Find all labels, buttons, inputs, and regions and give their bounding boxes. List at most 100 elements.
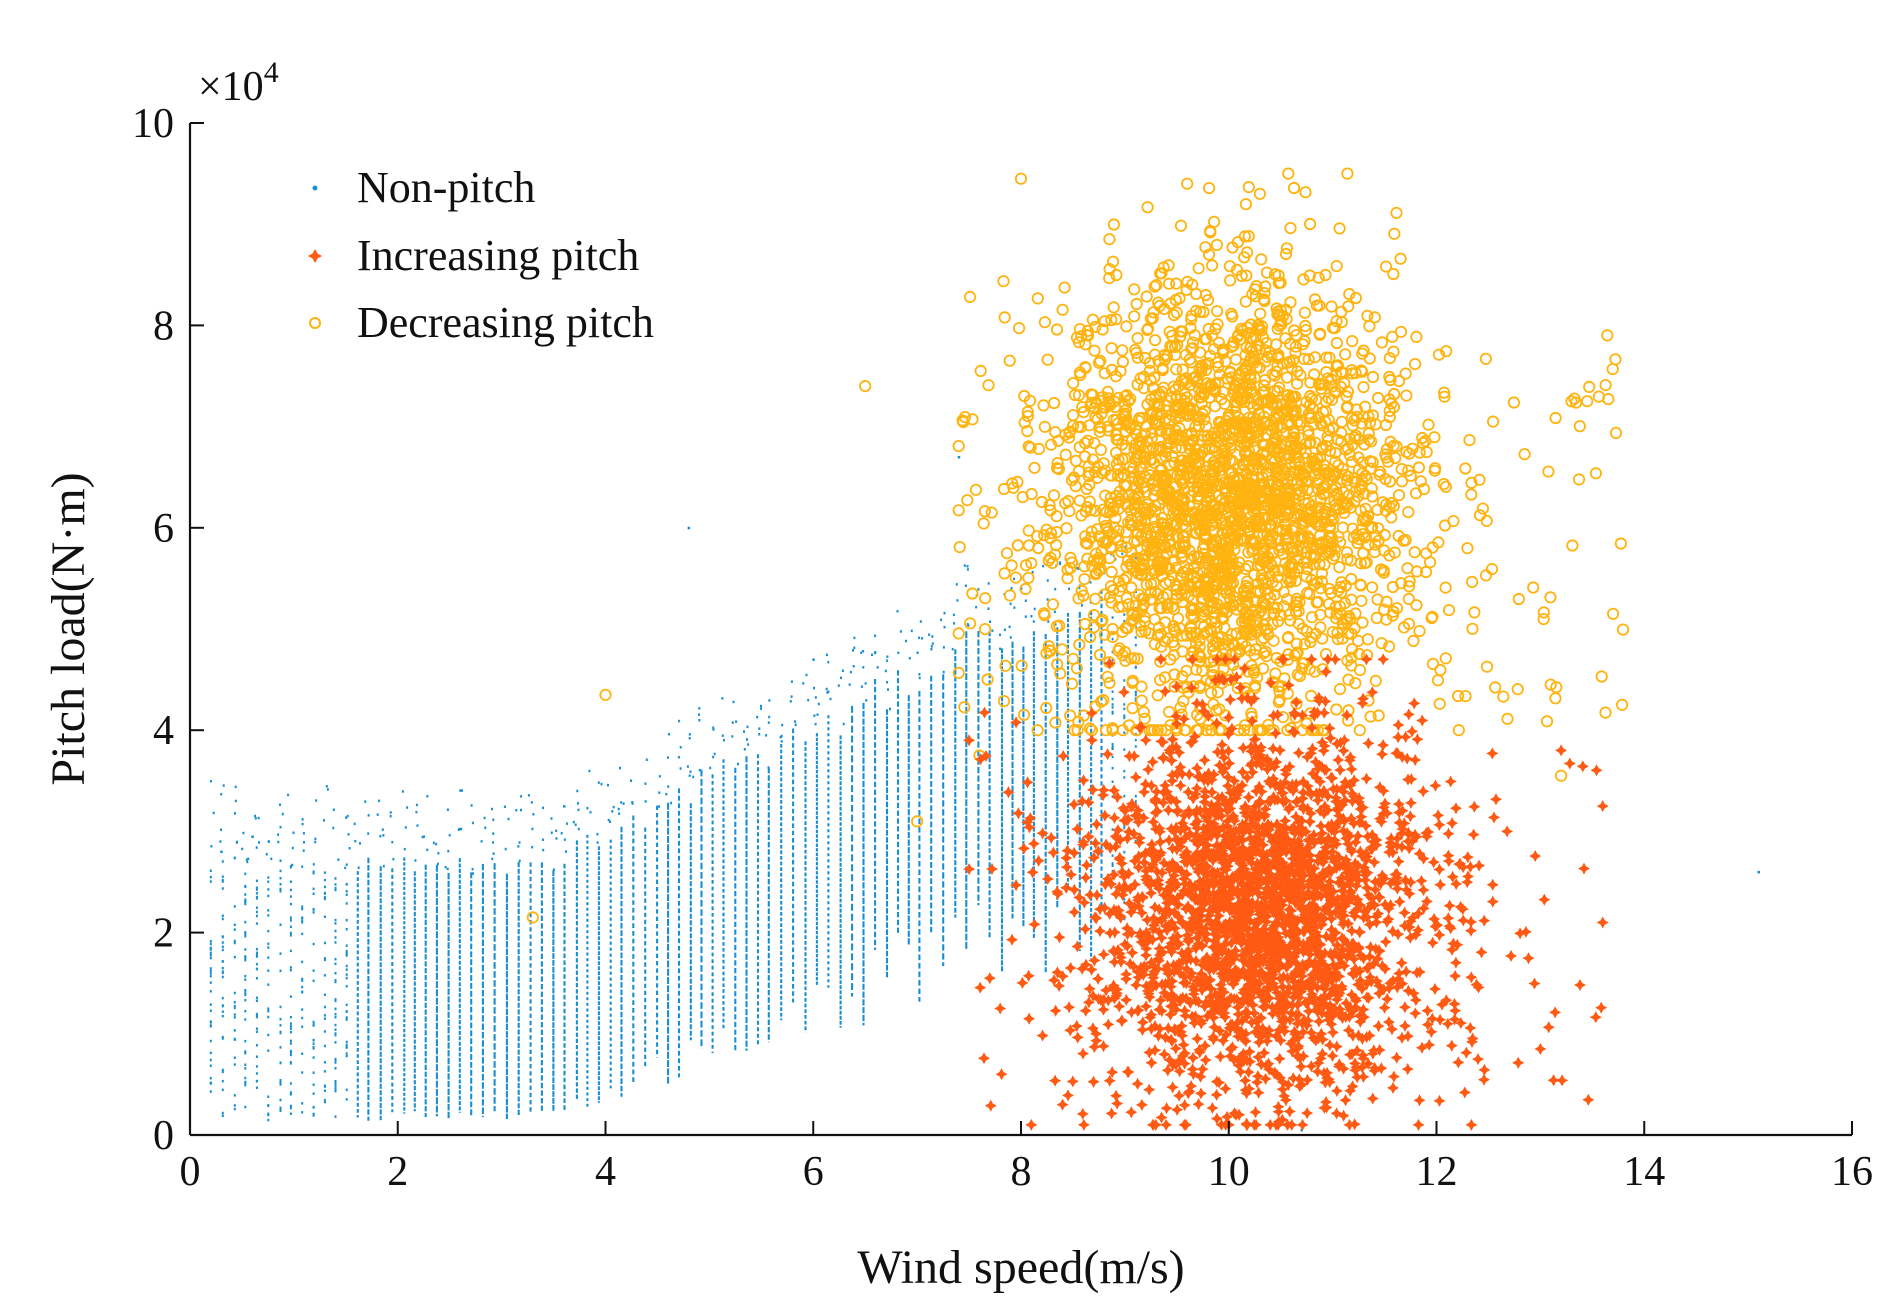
decreasing-pitch-point <box>1211 479 1224 492</box>
decreasing-pitch-point <box>1233 431 1246 444</box>
increasing-pitch-point <box>1060 881 1073 894</box>
decreasing-pitch-point <box>1099 489 1112 502</box>
non-pitch-point <box>291 863 294 867</box>
decreasing-pitch-point <box>1466 622 1479 635</box>
non-pitch-point <box>209 1020 212 1023</box>
decreasing-pitch-point <box>1388 227 1401 240</box>
decreasing-pitch-point <box>1330 607 1343 620</box>
non-pitch-point <box>244 998 247 1002</box>
non-pitch-point <box>345 985 348 988</box>
decreasing-pitch-point <box>1173 422 1186 435</box>
non-pitch-point <box>1020 587 1023 590</box>
decreasing-pitch-point <box>1461 542 1474 555</box>
non-pitch-point <box>221 878 224 882</box>
decreasing-pitch-point <box>1237 417 1250 430</box>
non-pitch-point <box>887 688 889 691</box>
non-pitch-point <box>698 707 701 710</box>
non-pitch-point <box>735 720 738 723</box>
decreasing-pitch-point <box>1176 670 1189 683</box>
non-pitch-point <box>312 892 315 895</box>
increasing-pitch-point <box>1241 771 1254 784</box>
non-pitch-point <box>209 1003 212 1006</box>
non-pitch-point <box>244 993 247 997</box>
non-pitch-point <box>1124 545 1127 549</box>
non-pitch-point <box>541 838 544 841</box>
non-pitch-point <box>436 862 439 866</box>
non-pitch-point <box>289 925 292 928</box>
decreasing-pitch-point <box>1226 454 1239 467</box>
non-pitch-point <box>289 995 292 998</box>
decreasing-pitch-point <box>1330 336 1343 350</box>
decreasing-pitch-point <box>1282 630 1295 644</box>
non-pitch-point <box>560 832 563 835</box>
decreasing-pitch-point <box>1111 469 1125 482</box>
decreasing-pitch-point <box>1059 497 1072 510</box>
non-pitch-point <box>1111 854 1114 857</box>
non-pitch-point <box>406 806 409 809</box>
increasing-pitch-point <box>1163 791 1176 804</box>
decreasing-pitch-point <box>1297 273 1310 286</box>
decreasing-pitch-point <box>1312 271 1325 284</box>
non-pitch-point <box>698 719 701 722</box>
non-pitch-point <box>999 633 1001 636</box>
decreasing-pitch-point <box>1077 709 1091 722</box>
non-pitch-point <box>712 726 715 729</box>
non-pitch-point <box>221 880 224 883</box>
non-pitch-point <box>233 1037 236 1041</box>
decreasing-pitch-point <box>1225 340 1238 353</box>
decreasing-pitch-point <box>1176 595 1189 609</box>
decreasing-pitch-point <box>1316 663 1329 676</box>
non-pitch-point <box>242 831 245 835</box>
non-pitch-point <box>279 1017 282 1021</box>
non-pitch-point <box>301 1102 304 1105</box>
decreasing-pitch-point <box>1305 485 1319 498</box>
non-pitch-point <box>520 795 523 798</box>
decreasing-pitch-point <box>1197 483 1210 496</box>
non-pitch-point <box>279 887 282 891</box>
decreasing-pitch-point <box>952 439 965 453</box>
non-pitch-point <box>221 875 224 878</box>
decreasing-pitch-point <box>1174 330 1187 343</box>
decreasing-pitch-point <box>1193 634 1206 647</box>
increasing-pitch-point <box>1366 1092 1379 1105</box>
non-pitch-point <box>233 1056 236 1059</box>
decreasing-pitch-point <box>1065 677 1079 690</box>
non-pitch-point <box>458 827 461 831</box>
non-pitch-point <box>301 985 304 989</box>
non-pitch-point <box>312 1056 315 1059</box>
increasing-pitch-point <box>1255 1058 1268 1071</box>
decreasing-pitch-point <box>1126 608 1140 621</box>
decreasing-pitch-point <box>1012 321 1026 335</box>
non-pitch-point <box>853 636 856 640</box>
decreasing-pitch-point <box>1130 346 1143 359</box>
non-pitch-point <box>448 833 451 837</box>
decreasing-pitch-point <box>1067 409 1080 422</box>
non-pitch-point <box>234 799 237 803</box>
increasing-pitch-point <box>1339 1094 1352 1107</box>
decreasing-pitch-point <box>998 567 1011 580</box>
decreasing-pitch-point <box>1291 483 1305 496</box>
non-pitch-point <box>301 907 304 911</box>
non-pitch-point <box>255 1065 258 1068</box>
non-pitch-point <box>712 728 715 731</box>
increasing-pitch-point <box>1198 754 1211 767</box>
increasing-pitch-point <box>1316 1047 1329 1060</box>
non-pitch-point <box>1111 706 1114 709</box>
decreasing-pitch-point <box>1056 643 1069 656</box>
decreasing-pitch-point <box>1148 613 1161 626</box>
decreasing-pitch-point <box>1239 295 1252 308</box>
non-pitch-point <box>531 845 534 849</box>
decreasing-pitch-point <box>1068 388 1082 401</box>
increasing-pitch-point <box>1236 1014 1249 1027</box>
decreasing-pitch-point <box>1616 623 1630 636</box>
non-pitch-point <box>281 812 284 816</box>
decreasing-pitch-point <box>1407 634 1420 648</box>
non-pitch-point <box>1123 776 1126 779</box>
decreasing-pitch-point <box>1184 626 1197 640</box>
decreasing-pitch-point <box>1224 531 1238 545</box>
non-pitch-point <box>686 765 689 768</box>
decreasing-pitch-point <box>1205 379 1218 392</box>
decreasing-pitch-point <box>1047 489 1061 502</box>
decreasing-pitch-point <box>1072 389 1086 402</box>
non-pitch-point <box>345 928 348 931</box>
